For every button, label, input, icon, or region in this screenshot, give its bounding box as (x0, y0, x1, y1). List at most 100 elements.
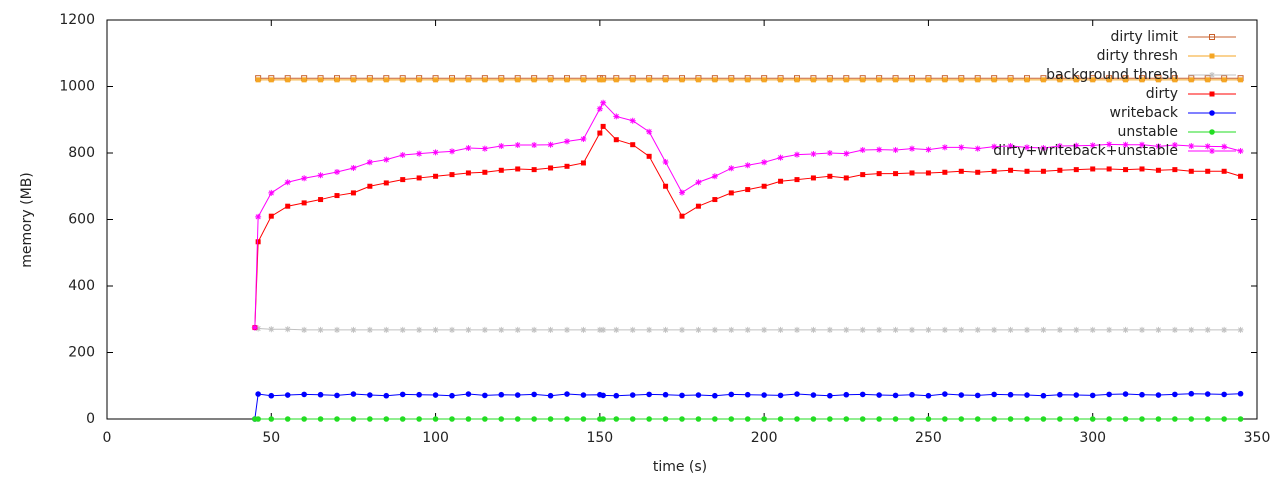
point (613, 326, 620, 333)
point (662, 158, 669, 165)
point (679, 77, 685, 83)
point (433, 77, 439, 83)
point (301, 77, 307, 83)
point (416, 175, 422, 181)
point (761, 183, 767, 189)
point (301, 416, 307, 422)
point (1106, 77, 1112, 83)
point (942, 391, 948, 397)
point (600, 123, 606, 129)
point (255, 239, 261, 245)
point (1171, 142, 1178, 149)
point (514, 142, 521, 149)
point (432, 326, 439, 333)
point (1122, 326, 1129, 333)
point (1106, 166, 1112, 172)
point (860, 172, 866, 178)
point (1057, 391, 1063, 398)
point (909, 416, 915, 422)
point (334, 77, 340, 83)
point (547, 416, 554, 422)
point (600, 99, 607, 106)
point (843, 416, 850, 422)
point (1040, 168, 1046, 174)
point (1188, 390, 1195, 397)
point (1007, 143, 1014, 150)
point (1024, 326, 1030, 333)
point (284, 416, 291, 422)
point (958, 77, 964, 83)
point (991, 77, 997, 83)
point (285, 203, 291, 209)
point (827, 416, 833, 422)
point (564, 326, 570, 333)
point (449, 326, 455, 333)
point (547, 392, 554, 399)
point (1221, 77, 1227, 83)
point (399, 151, 406, 158)
point (958, 168, 964, 174)
point (1139, 166, 1145, 172)
point (600, 392, 606, 399)
point (255, 325, 262, 332)
point (350, 391, 357, 397)
point (1221, 391, 1227, 398)
point (1171, 326, 1178, 333)
point (482, 169, 488, 175)
point (1139, 326, 1145, 333)
point (728, 416, 735, 422)
point (1209, 34, 1215, 40)
point (695, 179, 702, 186)
point (1122, 391, 1129, 397)
point (1056, 143, 1063, 150)
point (531, 391, 537, 398)
point (1155, 167, 1161, 173)
point (1237, 148, 1244, 155)
point (1008, 167, 1014, 173)
point (1188, 77, 1194, 83)
point (679, 416, 685, 422)
point (268, 77, 274, 83)
point (564, 416, 570, 422)
point (974, 392, 981, 399)
point (646, 391, 652, 398)
point (465, 145, 472, 152)
point (334, 326, 340, 333)
point (268, 392, 275, 399)
point (794, 326, 800, 333)
point (350, 77, 356, 83)
point (892, 392, 899, 399)
point (810, 326, 817, 333)
x-tick-label: 350 (1244, 430, 1271, 446)
point (367, 416, 373, 422)
point (1106, 141, 1113, 148)
point (1007, 326, 1014, 333)
point (777, 154, 784, 161)
point (991, 143, 998, 150)
point (367, 77, 373, 83)
point (597, 77, 603, 83)
x-tick-label: 50 (262, 430, 280, 446)
point (958, 392, 965, 398)
point (498, 77, 504, 83)
point (1073, 416, 1080, 422)
point (1057, 77, 1063, 83)
point (514, 392, 521, 398)
point (465, 391, 472, 397)
point (1089, 142, 1096, 149)
point (449, 172, 455, 178)
point (778, 77, 784, 83)
point (794, 391, 800, 397)
point (827, 77, 833, 83)
point (777, 416, 784, 422)
point (580, 326, 587, 333)
point (580, 392, 587, 398)
point (974, 326, 981, 333)
point (712, 197, 718, 203)
point (1209, 53, 1215, 59)
point (399, 416, 406, 422)
point (909, 170, 915, 176)
point (1089, 416, 1096, 422)
point (909, 77, 915, 83)
